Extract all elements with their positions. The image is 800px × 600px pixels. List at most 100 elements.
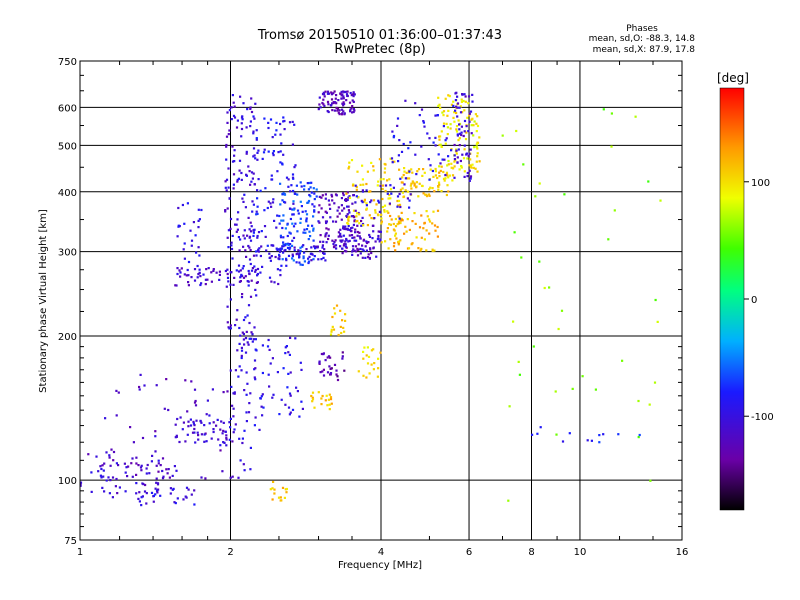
data-point xyxy=(325,220,328,223)
data-point xyxy=(289,207,292,210)
data-point xyxy=(270,255,273,258)
data-point xyxy=(250,269,254,272)
data-point xyxy=(284,403,287,406)
data-point xyxy=(154,430,157,433)
data-point xyxy=(104,417,107,420)
data-point xyxy=(259,397,262,400)
data-point xyxy=(325,394,328,397)
data-point xyxy=(344,319,347,322)
data-point xyxy=(335,304,339,307)
data-point xyxy=(291,253,294,256)
data-point xyxy=(285,257,288,260)
data-point xyxy=(280,264,283,267)
data-point xyxy=(447,109,450,112)
data-point xyxy=(242,463,245,466)
data-point xyxy=(433,224,437,227)
data-point xyxy=(346,227,349,230)
data-point xyxy=(292,213,295,216)
data-point xyxy=(325,221,328,225)
data-point xyxy=(348,101,352,104)
data-point xyxy=(332,101,335,105)
data-point xyxy=(365,376,368,379)
data-point xyxy=(474,167,477,170)
data-point xyxy=(333,307,336,310)
data-point xyxy=(653,381,657,384)
data-point xyxy=(410,168,413,171)
data-point xyxy=(428,218,431,221)
data-point xyxy=(249,107,252,110)
data-point xyxy=(358,222,361,225)
data-point xyxy=(380,213,383,216)
data-point xyxy=(277,151,280,154)
data-point xyxy=(273,492,276,495)
data-point xyxy=(534,195,537,198)
data-point xyxy=(245,330,248,333)
data-point xyxy=(659,199,662,202)
data-point xyxy=(322,103,325,106)
data-point xyxy=(276,214,279,217)
data-point xyxy=(189,424,193,427)
data-point xyxy=(406,218,409,221)
data-point xyxy=(314,245,317,248)
data-point xyxy=(242,332,245,336)
data-point xyxy=(444,142,447,145)
data-point xyxy=(390,218,393,221)
data-point xyxy=(295,184,298,187)
data-point xyxy=(321,244,324,247)
data-point xyxy=(353,239,356,242)
data-point xyxy=(210,271,213,274)
data-point xyxy=(342,95,345,98)
data-point xyxy=(101,486,104,489)
data-point xyxy=(361,164,364,167)
data-point xyxy=(417,247,420,250)
data-point xyxy=(290,184,293,187)
data-point xyxy=(166,472,169,475)
data-point xyxy=(224,430,227,433)
data-point xyxy=(322,368,325,371)
data-point xyxy=(461,153,464,156)
data-point xyxy=(230,241,233,244)
data-point xyxy=(460,98,463,101)
data-point xyxy=(354,228,357,231)
data-point xyxy=(118,486,121,489)
data-point xyxy=(379,238,382,241)
data-point xyxy=(452,104,455,107)
data-point xyxy=(451,174,455,177)
data-point xyxy=(364,245,367,248)
data-point xyxy=(165,378,168,381)
data-point xyxy=(291,176,295,179)
data-point xyxy=(452,167,455,170)
data-point xyxy=(236,178,239,182)
data-point xyxy=(291,255,294,258)
data-point xyxy=(418,114,421,117)
data-point xyxy=(256,236,259,239)
data-point xyxy=(253,376,256,379)
data-point xyxy=(359,237,362,240)
data-point xyxy=(151,454,154,457)
data-point xyxy=(353,220,356,223)
data-point xyxy=(237,270,241,273)
data-point xyxy=(538,260,541,263)
data-point xyxy=(303,228,306,231)
data-point xyxy=(374,240,377,243)
data-point xyxy=(337,231,340,234)
data-point xyxy=(229,327,232,330)
data-point xyxy=(634,115,637,118)
data-point xyxy=(240,354,243,357)
data-point xyxy=(318,361,321,364)
data-point xyxy=(379,240,382,243)
data-point xyxy=(254,268,257,272)
data-point xyxy=(255,254,258,257)
data-point xyxy=(388,194,391,197)
data-point xyxy=(220,420,223,423)
data-point xyxy=(361,216,364,219)
data-point xyxy=(293,123,296,126)
data-point xyxy=(349,108,352,111)
data-point xyxy=(157,470,160,473)
data-point xyxy=(87,453,90,456)
data-point xyxy=(323,104,326,107)
data-point xyxy=(299,221,302,224)
data-point xyxy=(248,228,251,231)
data-point xyxy=(324,197,327,200)
